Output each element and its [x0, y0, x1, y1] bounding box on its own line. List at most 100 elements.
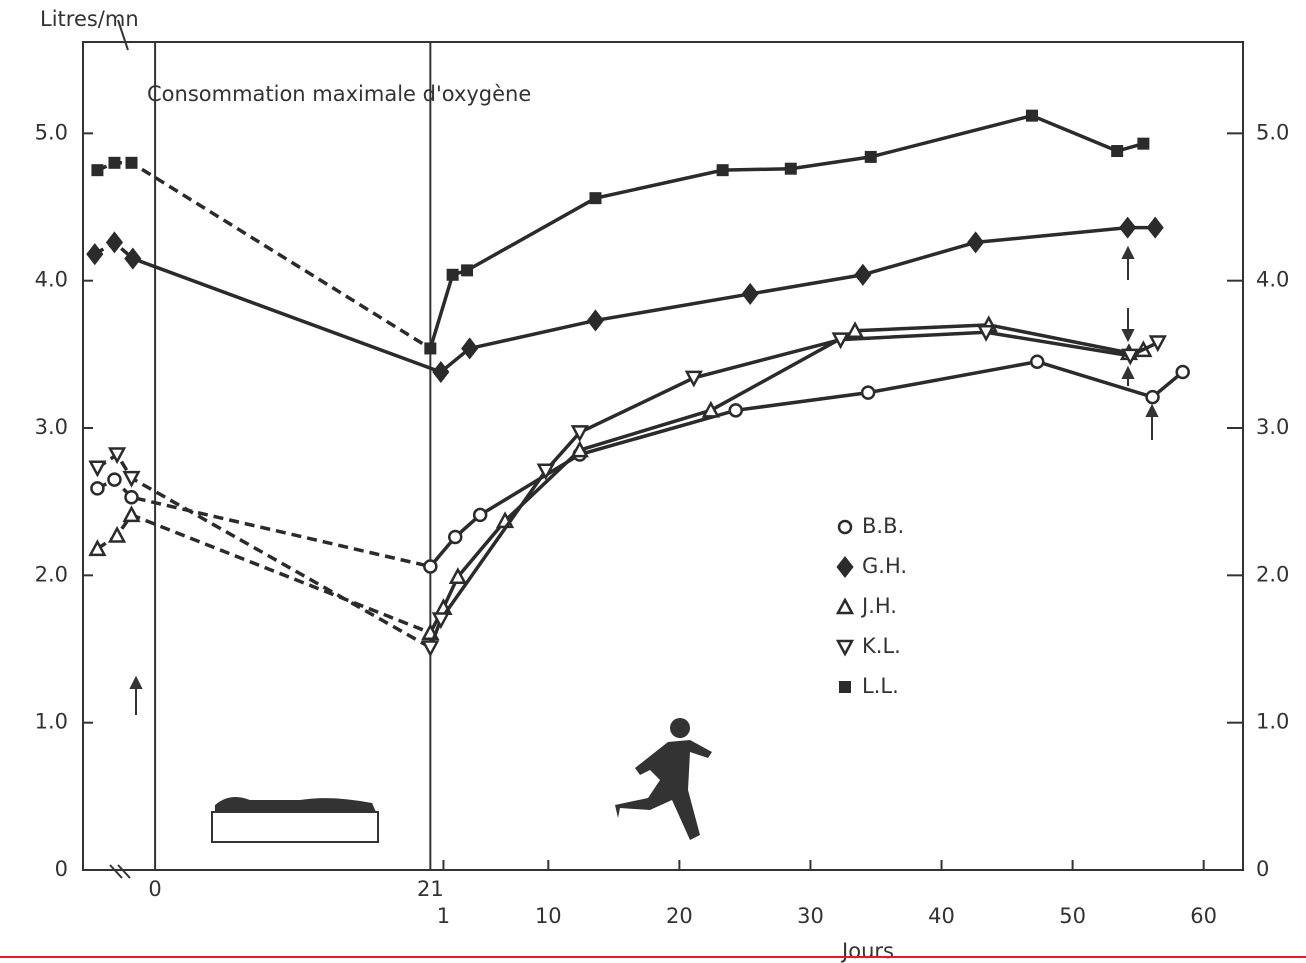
legend-label: K.L.	[862, 634, 901, 658]
data-point	[864, 150, 877, 163]
legend-label: J.H.	[860, 594, 897, 618]
data-point	[424, 342, 437, 355]
data-point	[536, 463, 555, 481]
data-point	[860, 385, 876, 400]
solid-line	[428, 323, 1144, 634]
x-tick-label: 40	[928, 904, 955, 928]
data-point	[88, 460, 107, 478]
y-tick-label: 2.0	[35, 562, 68, 586]
axis-break	[109, 864, 123, 879]
x-tick-label: 21	[417, 877, 444, 901]
data-point	[1029, 354, 1045, 369]
data-point	[125, 156, 138, 169]
bed-icon	[211, 796, 379, 843]
data-point	[461, 337, 479, 360]
solid-line	[132, 225, 1156, 375]
data-point	[684, 370, 703, 388]
legend-label: G.H.	[862, 554, 907, 578]
runner-icon	[615, 718, 712, 840]
data-point	[88, 539, 107, 557]
data-point	[1111, 145, 1124, 158]
data-point	[124, 490, 139, 505]
data-point	[1025, 109, 1038, 122]
data-point	[839, 681, 851, 693]
x-tick-label: 30	[797, 904, 824, 928]
y-tick-label: 1.0	[35, 710, 68, 734]
y-axis-label: Litres/mn	[40, 7, 139, 31]
y-tick-label: 0	[55, 857, 68, 881]
data-point	[701, 400, 720, 418]
data-point	[570, 425, 589, 443]
dashed-line	[96, 161, 432, 350]
data-point	[716, 164, 729, 177]
data-point	[586, 309, 605, 332]
solid-line	[428, 113, 1144, 349]
data-point	[122, 470, 141, 488]
data-point	[431, 612, 450, 630]
x-tick-label: 50	[1059, 904, 1086, 928]
data-point	[854, 263, 872, 286]
data-point	[447, 529, 463, 545]
data-point	[977, 324, 996, 342]
y2-tick-label: 2.0	[1256, 562, 1289, 586]
data-point	[835, 597, 855, 615]
data-point	[107, 525, 127, 543]
data-point	[570, 440, 589, 458]
x-axis-label: Jours	[840, 939, 894, 963]
data-point	[967, 231, 985, 254]
legend-label: L.L.	[862, 674, 899, 698]
x-tick-label: 0	[148, 877, 161, 901]
data-point	[472, 507, 488, 523]
x-tick-label: 10	[535, 904, 562, 928]
y2-tick-label: 4.0	[1256, 268, 1289, 292]
data-point	[1145, 389, 1160, 405]
data-point	[108, 156, 121, 169]
data-point	[1146, 216, 1164, 239]
data-point	[461, 264, 474, 277]
data-point	[589, 192, 602, 205]
data-point	[107, 472, 122, 487]
data-point	[1137, 137, 1150, 150]
data-point	[741, 282, 759, 305]
data-point	[421, 640, 440, 658]
data-point	[728, 403, 743, 418]
data-point	[1119, 216, 1137, 239]
x-tick-label: 20	[666, 904, 693, 928]
y2-tick-label: 5.0	[1256, 120, 1289, 144]
y-tick-label: 4.0	[35, 268, 68, 292]
y-tick-label: 3.0	[35, 415, 68, 439]
data-point	[91, 164, 104, 177]
chart-title: Consommation maximale d'oxygène	[147, 82, 531, 106]
dashed-line	[96, 512, 431, 635]
axis-break	[117, 864, 131, 879]
data-point	[1175, 364, 1190, 380]
arrows	[129, 245, 1159, 715]
y2-tick-label: 1.0	[1256, 710, 1289, 734]
axis-break	[117, 19, 129, 51]
data-point	[107, 447, 127, 465]
data-point	[86, 243, 104, 266]
data-point	[90, 481, 105, 496]
plot-frame	[82, 41, 1244, 871]
dashed-line	[96, 477, 431, 569]
data-point	[124, 247, 142, 270]
dashed-line	[96, 452, 432, 650]
data-point	[835, 639, 855, 657]
data-point	[1148, 335, 1167, 353]
data-point	[784, 162, 797, 175]
data-point	[446, 268, 459, 281]
data-point	[122, 505, 141, 523]
y2-tick-label: 0	[1256, 857, 1269, 881]
data-point	[831, 332, 850, 350]
data-point	[836, 555, 854, 579]
legend-label: B.B.	[862, 514, 904, 538]
data-point	[1121, 348, 1140, 366]
x-tick-label: 60	[1190, 904, 1217, 928]
data-point	[423, 559, 438, 574]
data-point	[837, 519, 853, 535]
y-tick-label: 5.0	[35, 120, 68, 144]
data-point	[845, 321, 865, 339]
y2-tick-label: 3.0	[1256, 415, 1289, 439]
data-point	[105, 231, 124, 254]
